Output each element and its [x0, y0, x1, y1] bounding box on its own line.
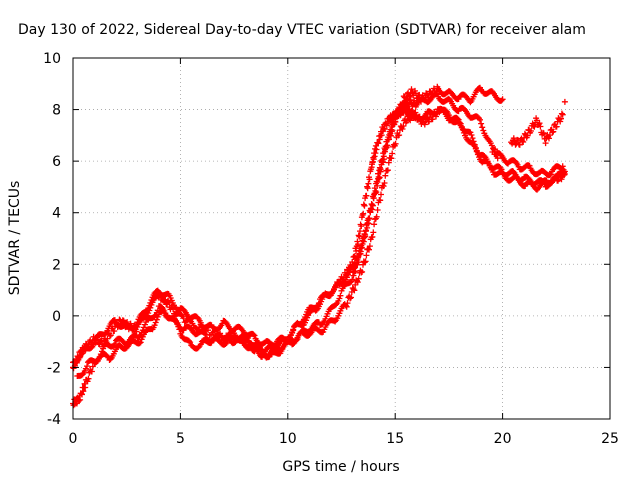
y-tick-label: 8 — [52, 103, 61, 119]
chart-title: Day 130 of 2022, Sidereal Day-to-day VTE… — [18, 22, 586, 38]
y-tick-label: -2 — [47, 360, 61, 376]
data-point — [561, 98, 568, 105]
x-axis-label: GPS time / hours — [282, 459, 399, 475]
x-tick-label: 5 — [176, 431, 185, 447]
y-axis-label: SDTVAR / TECUs — [7, 181, 23, 296]
y-tick-label: 2 — [52, 257, 61, 273]
y-tick-label: 4 — [52, 206, 61, 222]
plot-frame — [72, 57, 611, 420]
data-layer — [70, 83, 568, 409]
y-tick-label: 0 — [52, 309, 61, 325]
x-tick-label: 25 — [601, 431, 619, 447]
y-tick-label: -4 — [47, 412, 61, 428]
axis-layer: 0 5 10 15 20 25 -4 -2 0 2 4 6 8 10 — [43, 51, 619, 447]
x-tick-label: 0 — [69, 431, 78, 447]
data-series — [508, 110, 566, 148]
y-tick-label: 10 — [43, 51, 61, 67]
x-tick-label: 10 — [279, 431, 297, 447]
x-tick-label: 20 — [494, 431, 512, 447]
y-tick-label: 6 — [52, 154, 61, 170]
x-tick-label: 15 — [386, 431, 404, 447]
data-series — [74, 106, 568, 379]
